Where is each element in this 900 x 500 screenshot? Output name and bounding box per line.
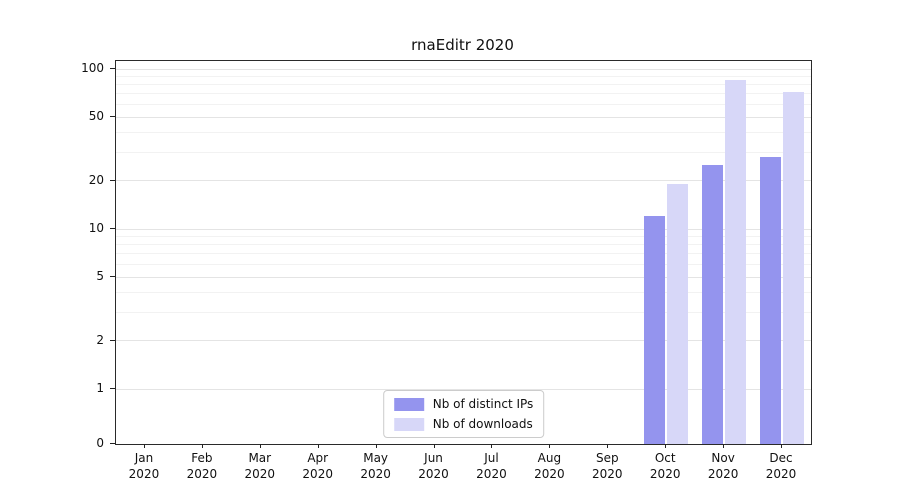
x-tick-label: Jun 2020 — [418, 451, 449, 481]
x-tick-mark — [143, 444, 145, 448]
x-tick-mark — [607, 444, 609, 448]
y-tick-mark — [110, 179, 115, 181]
y-tick-mark — [110, 339, 115, 341]
x-tick-mark — [491, 444, 493, 448]
minor-gridline — [116, 132, 811, 134]
legend-item: Nb of downloads — [393, 417, 534, 431]
y-axis: 0 1 2 5 10 20 50 100 — [0, 0, 104, 500]
legend-label: Nb of distinct IPs — [432, 397, 534, 411]
x-tick-label: Oct 2020 — [649, 451, 681, 481]
major-gridline — [116, 180, 811, 182]
y-tick-label: 20 — [88, 172, 104, 187]
minor-gridline — [116, 93, 811, 95]
major-gridline — [116, 388, 811, 390]
y-tick-mark — [110, 388, 115, 389]
minor-gridline — [116, 152, 811, 154]
major-gridline — [116, 276, 811, 278]
x-tick-label: Aug 2020 — [534, 451, 565, 481]
major-gridline — [116, 68, 811, 70]
legend-item: Nb of distinct IPs — [393, 397, 534, 411]
y-tick-mark — [110, 443, 115, 444]
bar — [760, 157, 782, 444]
major-gridline — [116, 340, 811, 342]
x-tick-mark — [549, 444, 551, 448]
x-tick-mark — [201, 444, 203, 448]
x-tick-label: Mar 2020 — [244, 451, 276, 481]
legend-swatch-icon — [393, 397, 424, 411]
y-tick-mark — [110, 228, 115, 229]
x-tick-mark — [375, 444, 377, 448]
minor-gridline — [116, 292, 811, 294]
x-tick-label: Jul 2020 — [476, 451, 507, 481]
y-tick-label: 50 — [88, 109, 104, 124]
major-gridline — [116, 228, 811, 230]
x-tick-label: May 2020 — [360, 451, 391, 481]
y-tick-label: 2 — [96, 332, 104, 347]
y-tick-mark — [110, 116, 115, 118]
major-gridline — [116, 116, 811, 118]
minor-gridline — [116, 75, 811, 77]
bar — [667, 184, 689, 444]
x-tick-label: Apr 2020 — [302, 451, 333, 481]
legend-label: Nb of downloads — [432, 417, 533, 431]
legend-swatch-icon — [393, 417, 424, 431]
minor-gridline — [116, 244, 811, 246]
minor-gridline — [116, 312, 811, 314]
minor-gridline — [116, 235, 811, 237]
x-tick-mark — [317, 444, 319, 448]
x-tick-label: Dec 2020 — [765, 451, 797, 481]
x-tick-label: Nov 2020 — [707, 451, 739, 481]
x-tick-label: Jan 2020 — [128, 451, 160, 481]
x-tick-mark — [259, 444, 261, 448]
legend: Nb of distinct IPs Nb of downloads — [382, 390, 545, 438]
y-tick-mark — [110, 276, 115, 278]
x-tick-label: Sep 2020 — [592, 451, 623, 481]
y-tick-label: 100 — [81, 61, 104, 75]
x-tick-mark — [665, 444, 667, 448]
x-tick-mark — [781, 444, 783, 448]
y-tick-label: 1 — [96, 381, 104, 395]
y-tick-label: 10 — [88, 221, 104, 235]
bar — [725, 80, 747, 444]
minor-gridline — [116, 253, 811, 255]
chart-title: rnaEditr 2020 — [411, 36, 514, 54]
y-tick-label: 0 — [96, 436, 104, 450]
x-tick-mark — [723, 444, 725, 448]
plot-area: Nb of distinct IPs Nb of downloads — [115, 60, 812, 445]
minor-gridline — [116, 264, 811, 265]
bar — [644, 216, 666, 444]
bar — [783, 91, 805, 444]
y-tick-mark — [110, 68, 115, 69]
bar — [702, 165, 724, 444]
y-tick-label: 5 — [96, 269, 104, 284]
minor-gridline — [116, 104, 811, 105]
minor-gridline — [116, 84, 811, 86]
x-tick-mark — [433, 444, 435, 448]
x-tick-label: Feb 2020 — [186, 451, 218, 481]
